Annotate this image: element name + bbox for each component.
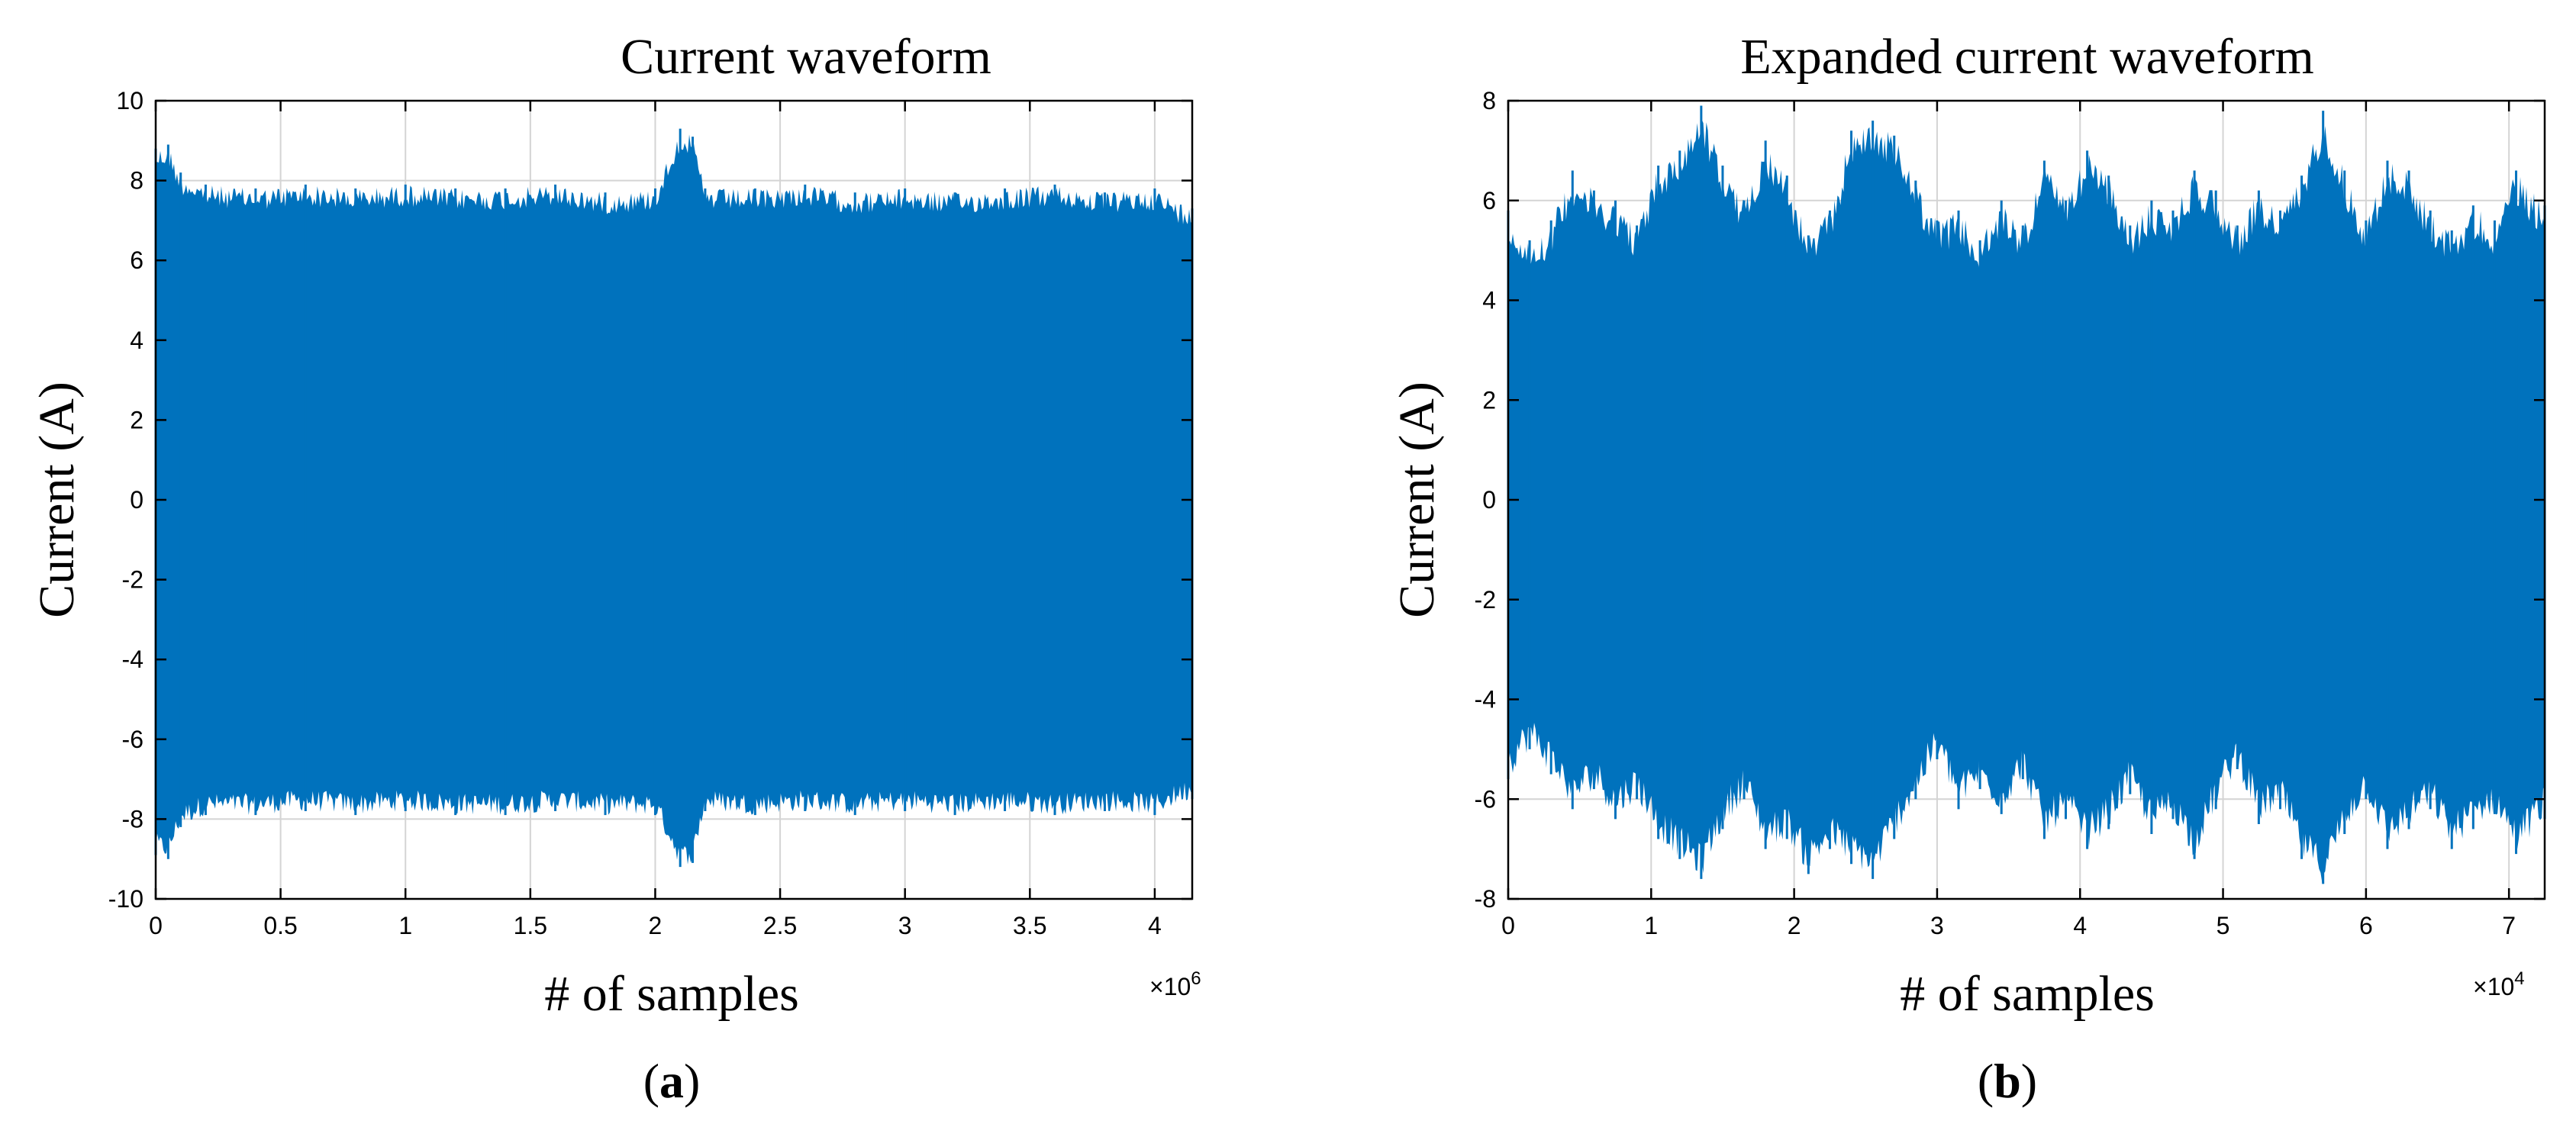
y-tick-label-a-1: -8 (122, 805, 143, 833)
y-tick-label-b-8: 8 (1482, 87, 1496, 114)
y-tick-label-a-3: -4 (122, 646, 143, 673)
y-tick-label-a-0: -10 (108, 885, 143, 913)
y-axis-label-a: Current (A) (29, 382, 85, 618)
y-tick-label-a-9: 8 (130, 167, 143, 195)
x-tick-label-a-2: 1 (398, 912, 412, 939)
y-tick-label-b-4: 0 (1482, 486, 1496, 514)
y-tick-label-b-3: -2 (1475, 586, 1496, 614)
y-tick-label-b-1: -6 (1475, 785, 1496, 813)
chart-title-b: Expanded current waveform (1740, 29, 2313, 85)
x-tick-label-a-1: 0.5 (263, 912, 297, 939)
x-tick-label-b-0: 0 (1501, 912, 1515, 939)
y-tick-label-b-6: 4 (1482, 287, 1496, 314)
waveform-series-b (1508, 119, 2545, 883)
x-axis-label-b: # of samples (1900, 966, 2155, 1022)
x-exponent-a: ×106 (1149, 968, 1201, 1000)
chart-title-a: Current waveform (621, 29, 991, 85)
x-tick-label-b-1: 1 (1644, 912, 1658, 939)
x-tick-label-a-4: 2 (649, 912, 663, 939)
x-tick-label-b-3: 3 (1930, 912, 1944, 939)
panel-caption-b: (b) (1978, 1054, 2037, 1108)
y-tick-label-a-4: -2 (122, 566, 143, 594)
y-tick-label-b-7: 6 (1482, 187, 1496, 214)
waveform-series-a (156, 134, 1192, 865)
y-tick-label-b-5: 2 (1482, 386, 1496, 414)
y-tick-label-a-2: -6 (122, 726, 143, 753)
x-tick-label-a-8: 4 (1148, 912, 1162, 939)
x-axis-label-a: # of samples (544, 966, 799, 1022)
x-tick-label-a-3: 1.5 (514, 912, 547, 939)
ticks-b: 0 1 2 3 4 5 6 7 -8 -6 -4 -2 0 2 4 6 8 (1475, 87, 2545, 939)
y-tick-label-a-6: 2 (130, 406, 143, 433)
x-tick-label-b-7: 7 (2502, 912, 2516, 939)
chart-panel-a: Current waveform 0 0.5 1 1.5 2 2.5 3 3.5 4 -10 -8 -… (29, 29, 1201, 1108)
x-tick-label-b-6: 6 (2359, 912, 2373, 939)
chart-panel-b: Expanded current waveform 0 1 2 3 4 5 6 7 -8 -6 -4… (1389, 29, 2546, 1108)
plot-area-a (154, 128, 1194, 868)
x-tick-label-b-4: 4 (2073, 912, 2087, 939)
x-tick-label-a-7: 3.5 (1013, 912, 1046, 939)
y-tick-label-b-0: -8 (1475, 885, 1496, 913)
x-tick-label-a-5: 2.5 (763, 912, 797, 939)
plot-area-b (1507, 105, 2546, 884)
x-tick-label-b-5: 5 (2217, 912, 2230, 939)
y-tick-label-a-5: 0 (130, 486, 143, 514)
x-exponent-b: ×104 (2473, 968, 2525, 1000)
y-tick-label-b-2: -4 (1475, 686, 1496, 713)
y-tick-label-a-7: 4 (130, 327, 143, 354)
y-tick-label-a-10: 10 (116, 87, 143, 114)
panel-caption-a: (a) (643, 1054, 701, 1108)
x-tick-label-a-6: 3 (898, 912, 912, 939)
x-tick-label-a-0: 0 (149, 912, 163, 939)
ticks-a: 0 0.5 1 1.5 2 2.5 3 3.5 4 -10 -8 -6 -4 -2 0 2 4 6 8 10 (108, 87, 1192, 939)
y-axis-label-b: Current (A) (1389, 382, 1445, 618)
y-tick-label-a-8: 6 (130, 246, 143, 274)
x-tick-label-b-2: 2 (1788, 912, 1801, 939)
